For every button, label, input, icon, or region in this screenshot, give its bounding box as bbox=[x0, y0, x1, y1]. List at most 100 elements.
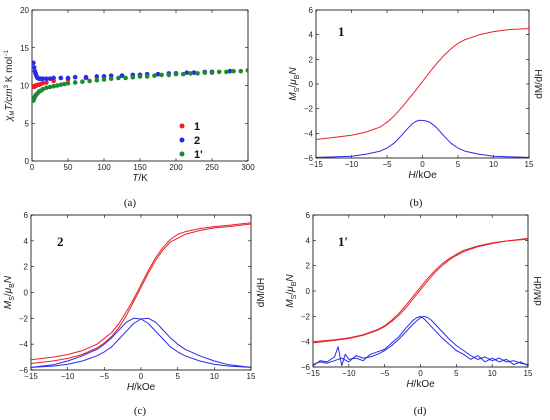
y-axis-label-right: dM/dH bbox=[533, 276, 544, 305]
y-tick-label: 2 bbox=[309, 55, 314, 64]
data-point bbox=[51, 83, 56, 89]
y-tick-label: 0 bbox=[24, 289, 29, 298]
panel-3: −15 −10 −5 0 5 10 15 −6 −4 −2 0 2 4 6 H/kOe MS/μBN dM/dH… bbox=[3, 211, 267, 417]
x-tick-label: 250 bbox=[205, 163, 219, 172]
data-point bbox=[238, 68, 244, 74]
x-tick-label: −5 bbox=[380, 369, 390, 378]
legend-marker bbox=[179, 123, 185, 129]
series-line bbox=[31, 222, 251, 361]
y-tick-label: 0 bbox=[25, 157, 30, 166]
y-tick-label: 15 bbox=[20, 44, 29, 53]
panel-number-label: 1′ bbox=[338, 234, 348, 249]
y-tick-label: 4 bbox=[309, 31, 314, 40]
x-tick-label: 5 bbox=[456, 160, 461, 169]
x-tick-label: 15 bbox=[524, 369, 533, 378]
legend: 1 2 1' bbox=[179, 121, 203, 161]
panel-caption: (b) bbox=[410, 197, 423, 209]
x-tick-label: −10 bbox=[61, 372, 75, 381]
plot-area bbox=[316, 28, 529, 158]
x-tick-label: 10 bbox=[210, 372, 219, 381]
panel-4: −15 −10 −5 0 5 10 15 −6 −4 −2 0 2 4 6 H/kOe MS/μBN dM/dH… bbox=[285, 211, 544, 417]
y-axis-label: χMT/cm3 K mol−1 bbox=[4, 49, 16, 122]
series-line bbox=[313, 238, 528, 343]
data-point bbox=[180, 71, 186, 77]
data-point bbox=[123, 75, 128, 81]
y-axis-label-left: MS/μBN bbox=[285, 274, 298, 308]
x-axis-label: H/kOe bbox=[406, 379, 435, 390]
data-point bbox=[231, 68, 236, 74]
data-point bbox=[83, 74, 89, 80]
y-tick-label: −2 bbox=[304, 105, 314, 114]
x-axis-label: H/kOe bbox=[408, 170, 437, 181]
panel-1: 0 50 100 150 200 250 300 0 5 10 15 20 T/K χMT/cm3 K m… bbox=[4, 6, 255, 209]
plot-area bbox=[32, 60, 248, 103]
series-line bbox=[31, 317, 251, 368]
x-tick-label: −5 bbox=[100, 372, 110, 381]
x-tick-label: 15 bbox=[247, 372, 256, 381]
y-tick-label: 0 bbox=[306, 287, 311, 296]
x-tick-label: 200 bbox=[169, 163, 183, 172]
data-point bbox=[108, 76, 114, 82]
y-tick-label: 4 bbox=[306, 236, 311, 245]
y-tick-label: 10 bbox=[20, 82, 29, 91]
data-point bbox=[166, 72, 172, 78]
x-tick-label: 15 bbox=[525, 160, 534, 169]
data-point bbox=[195, 71, 200, 76]
data-point bbox=[224, 69, 229, 75]
series-line bbox=[313, 315, 528, 365]
y-tick-label: 2 bbox=[24, 263, 29, 272]
x-tick-label: 0 bbox=[139, 372, 144, 381]
data-point bbox=[155, 71, 161, 77]
y-axis-label-right: dM/dH bbox=[256, 278, 267, 307]
data-point bbox=[32, 60, 36, 66]
data-point bbox=[58, 75, 64, 81]
x-tick-label: 0 bbox=[420, 160, 425, 169]
data-point bbox=[137, 74, 143, 79]
data-point bbox=[173, 71, 179, 77]
y-tick-label: 5 bbox=[25, 119, 30, 128]
panel-caption: (c) bbox=[134, 405, 147, 417]
series-line bbox=[313, 237, 528, 344]
data-point bbox=[94, 77, 100, 83]
data-point bbox=[119, 73, 125, 78]
x-tick-label: 100 bbox=[97, 163, 111, 172]
legend-label: 1 bbox=[194, 121, 200, 133]
y-tick-label: 4 bbox=[24, 237, 29, 246]
y-tick-label: −2 bbox=[19, 314, 29, 323]
y-tick-label: −6 bbox=[301, 363, 311, 372]
data-point bbox=[227, 68, 233, 74]
series-line bbox=[316, 28, 529, 140]
x-tick-label: 150 bbox=[133, 163, 147, 172]
legend-marker bbox=[179, 151, 185, 157]
y-tick-label: 6 bbox=[306, 211, 311, 220]
x-tick-label: 0 bbox=[30, 163, 35, 172]
series-line bbox=[31, 317, 251, 368]
x-tick-label: −5 bbox=[382, 160, 392, 169]
panel-number-label: 1 bbox=[338, 24, 345, 39]
data-point bbox=[40, 80, 46, 86]
data-point bbox=[101, 77, 107, 82]
panel-2: −15 −10 −5 0 5 10 15 −6 −4 −2 0 2 4 6 H/kOe MS/μBN dM/dH… bbox=[288, 6, 545, 209]
x-tick-label: 300 bbox=[241, 163, 255, 172]
x-axis-label: H/kOe bbox=[127, 382, 156, 393]
data-point bbox=[72, 74, 78, 80]
data-point bbox=[144, 74, 150, 79]
data-point bbox=[40, 86, 46, 92]
data-point bbox=[116, 75, 121, 81]
data-point bbox=[216, 69, 222, 75]
x-tick-label: −10 bbox=[342, 369, 356, 378]
data-point bbox=[130, 74, 136, 80]
x-tick-label: 50 bbox=[64, 163, 73, 172]
x-tick-label: −15 bbox=[309, 160, 323, 169]
series-1' bbox=[32, 68, 248, 103]
y-axis-label-right: dM/dH bbox=[534, 69, 545, 98]
y-tick-label: −4 bbox=[304, 129, 314, 138]
legend-label: 2 bbox=[194, 135, 200, 147]
data-point bbox=[65, 75, 71, 81]
x-tick-label: 10 bbox=[489, 160, 498, 169]
y-tick-label: −6 bbox=[304, 154, 314, 163]
y-axis-label-left: MS/μBN bbox=[288, 67, 301, 101]
data-point bbox=[44, 85, 49, 91]
y-tick-label: −6 bbox=[19, 366, 29, 375]
